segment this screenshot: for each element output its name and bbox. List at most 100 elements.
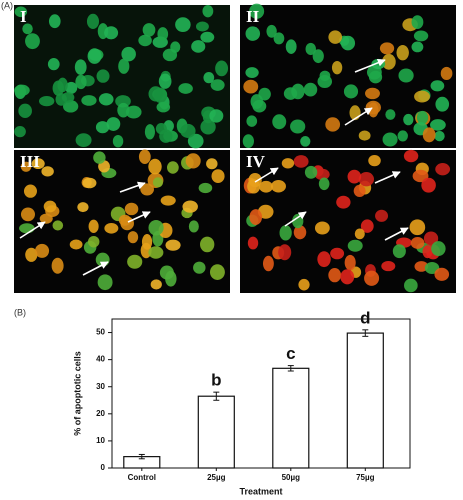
cell — [312, 49, 324, 64]
cell — [74, 59, 87, 75]
cell — [246, 115, 258, 127]
cell — [55, 93, 67, 106]
cell — [87, 235, 100, 248]
cell — [211, 169, 225, 183]
cell — [285, 39, 297, 54]
cell — [25, 247, 38, 262]
cell — [304, 165, 318, 179]
arrow — [354, 58, 386, 73]
cell — [148, 220, 164, 236]
x-tick-label: 25µg — [207, 473, 226, 482]
cell — [215, 60, 229, 77]
cell — [203, 72, 215, 84]
y-tick-label: 10 — [96, 436, 105, 445]
cell — [106, 117, 121, 131]
cell — [206, 158, 218, 170]
cell — [150, 279, 162, 290]
cell — [368, 154, 381, 167]
cell — [14, 84, 30, 96]
arrow — [284, 211, 307, 227]
cell — [354, 228, 365, 240]
cell — [434, 130, 445, 142]
cell — [22, 23, 33, 35]
cell — [440, 66, 453, 81]
cell — [293, 225, 307, 240]
cell — [430, 119, 446, 131]
cell — [266, 24, 277, 38]
cell — [303, 82, 318, 97]
cell — [200, 31, 215, 43]
panel-number: III — [20, 152, 40, 171]
bar — [197, 395, 235, 469]
cell — [193, 261, 206, 274]
cell — [272, 114, 287, 130]
cell — [422, 127, 436, 143]
micrograph — [14, 5, 230, 148]
cell — [198, 182, 213, 194]
y-tick-label: 40 — [96, 355, 105, 364]
cell — [19, 223, 35, 234]
cell — [140, 183, 154, 196]
cell — [188, 220, 199, 233]
cell — [127, 231, 139, 244]
cell — [160, 195, 176, 206]
cell — [25, 33, 40, 50]
cell — [210, 79, 225, 91]
cell — [300, 136, 311, 147]
cell — [385, 109, 396, 120]
cell — [104, 222, 119, 234]
cell — [125, 105, 142, 119]
cell — [414, 90, 430, 103]
arrow — [254, 167, 279, 183]
cell — [430, 80, 445, 92]
cell — [52, 220, 64, 231]
cell — [364, 270, 380, 286]
cell — [249, 209, 263, 225]
cell — [148, 158, 162, 175]
cell — [20, 161, 32, 172]
cell — [75, 133, 92, 147]
cell — [34, 243, 50, 258]
cell — [347, 169, 362, 184]
cell — [93, 151, 106, 164]
panel-number: II — [246, 7, 260, 26]
cell — [209, 109, 224, 123]
arrow — [384, 227, 409, 241]
significance-letter: b — [211, 371, 221, 390]
cell — [293, 155, 309, 168]
cell — [336, 195, 351, 209]
cell — [14, 125, 26, 138]
cell — [120, 216, 134, 231]
cell — [52, 80, 64, 96]
cell — [69, 239, 83, 250]
cell — [138, 149, 151, 165]
y-axis-title: % of apoptotic cells — [72, 351, 82, 436]
cell — [86, 13, 100, 30]
x-tick-label: Control — [128, 473, 156, 482]
significance-letter: c — [286, 344, 295, 363]
cell — [314, 168, 330, 181]
cell — [414, 261, 429, 272]
x-tick-label: 50µg — [282, 473, 301, 482]
cell — [243, 79, 259, 94]
cell — [202, 4, 214, 18]
cell — [343, 84, 359, 99]
cell — [165, 239, 181, 251]
cell — [249, 3, 265, 19]
cell — [148, 86, 163, 102]
cell — [252, 99, 267, 113]
panel-a-label: (A) — [1, 0, 13, 10]
cell — [156, 101, 171, 113]
cell — [270, 180, 286, 193]
cell — [416, 110, 429, 125]
cell — [317, 74, 333, 89]
cell — [358, 130, 371, 141]
y-tick-label: 0 — [101, 463, 106, 472]
cell — [422, 245, 433, 259]
cell — [82, 177, 97, 189]
cell — [353, 184, 366, 197]
cell — [187, 133, 204, 149]
cell — [81, 95, 97, 106]
cell — [43, 200, 57, 213]
cell — [157, 27, 169, 41]
